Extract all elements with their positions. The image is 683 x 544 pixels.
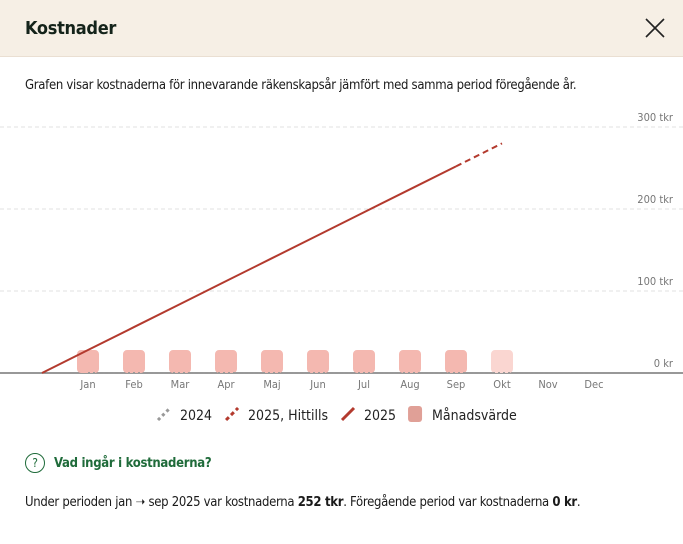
bar-feb <box>123 350 145 373</box>
legend-swatch <box>156 406 172 422</box>
legend-label-2: 2025 <box>364 408 396 424</box>
summary-prev-value: 0 kr <box>552 495 577 510</box>
bar-mar <box>169 350 191 373</box>
x-tick-label: Nov <box>538 378 557 391</box>
bar-jun <box>307 350 329 373</box>
help-link[interactable]: ? Vad ingår i kostnaderna? <box>25 453 212 473</box>
x-tick-label: Jul <box>357 378 370 391</box>
summary-value: 252 tkr <box>297 495 344 510</box>
summary-text: Under perioden jan ➝ sep 2025 var kostna… <box>25 495 581 510</box>
y-tick-label: 300 tkr <box>637 111 674 124</box>
legend-label-1: 2025, Hittills <box>248 408 328 424</box>
summary-pre: Under perioden jan ➝ sep 2025 var kostna… <box>25 495 298 510</box>
x-tick-label: Okt <box>493 378 511 391</box>
help-label: Vad ingår i kostnaderna? <box>54 455 212 471</box>
question-circle-icon: ? <box>25 453 45 473</box>
y-tick-label: 200 tkr <box>637 193 674 206</box>
x-tick-label: Mar <box>171 378 191 391</box>
legend-swatch <box>340 406 356 422</box>
bar-apr <box>215 350 237 373</box>
x-tick-label: Jun <box>309 378 325 391</box>
legend-swatch <box>224 406 240 422</box>
bar-okt <box>491 350 513 373</box>
bar-maj <box>261 350 283 373</box>
bar-sep <box>445 350 467 373</box>
legend-label-0: 2024 <box>180 408 212 424</box>
legend-swatch-manadsvarde <box>408 406 423 422</box>
x-tick-label: Aug <box>400 378 419 391</box>
x-tick-label: Apr <box>217 378 235 391</box>
x-tick-label: Sep <box>447 378 466 391</box>
bar-jul <box>353 350 375 373</box>
y-tick-label: 100 tkr <box>637 275 674 288</box>
chart-description: Grafen visar kostnaderna för innevarande… <box>25 78 577 93</box>
x-tick-label: Maj <box>263 378 280 391</box>
x-tick-label: Jan <box>79 378 95 391</box>
close-icon[interactable] <box>643 16 667 40</box>
y-tick-label: 0 kr <box>654 357 674 370</box>
bar-jan <box>77 350 99 373</box>
cost-chart: 0 kr 100 tkr 200 tkr 300 tkr Jan Feb Mar Apr Maj… <box>0 111 683 424</box>
series-2025-hittills-line <box>455 142 503 168</box>
x-tick-label: Feb <box>125 378 142 391</box>
series-2025-line <box>41 165 457 374</box>
bar-aug <box>399 350 421 373</box>
dialog-title: Kostnader <box>25 17 117 39</box>
legend-label-3: Månadsvärde <box>432 407 517 424</box>
summary-mid: . Föregående period var kostnaderna <box>343 495 553 510</box>
x-tick-label: Dec <box>584 378 603 391</box>
summary-end: . <box>576 495 581 510</box>
dialog-header: Kostnader <box>0 0 683 57</box>
